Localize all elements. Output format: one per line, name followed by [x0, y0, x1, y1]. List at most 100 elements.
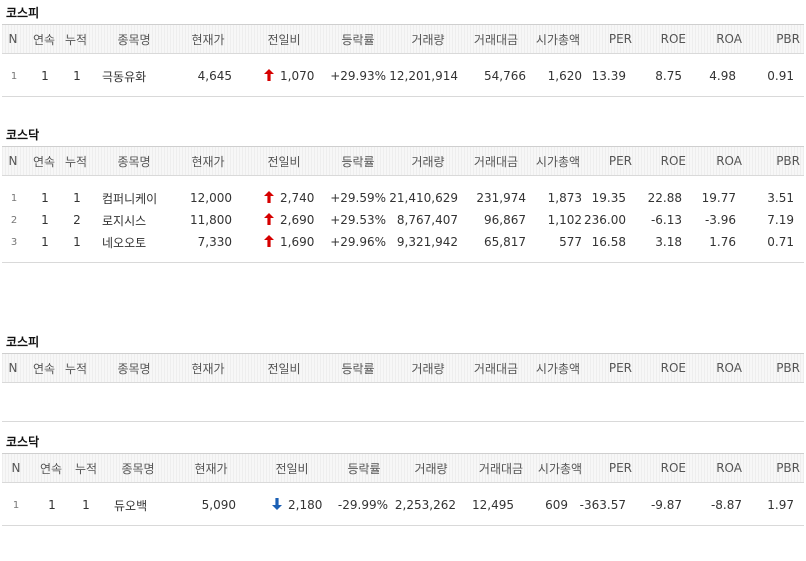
streak-cell: 1 — [41, 69, 49, 83]
streak-cell: 1 — [41, 235, 49, 249]
change-value: 2,740 — [280, 191, 315, 205]
column-header: 등락률 — [341, 32, 375, 47]
cumulative-cell: 1 — [82, 498, 90, 512]
table-row: 1 1 1 컴퍼니케이 12,000 2,740 +29.59% 21,410,629 231,… — [2, 187, 804, 209]
change-rate: +29.93% — [330, 69, 386, 83]
streak-cell: 1 — [41, 213, 49, 227]
roa-cell: 1.76 — [709, 235, 736, 249]
change-rate: +29.53% — [330, 213, 386, 227]
column-header: 누적 — [64, 154, 88, 169]
section-divider — [2, 421, 804, 422]
column-header: PER — [608, 154, 632, 168]
market-cap: 1,620 — [547, 69, 582, 83]
row-number: 1 — [10, 70, 18, 82]
stock-name-link[interactable]: 로지시스 — [102, 213, 147, 228]
column-header: 현재가 — [191, 32, 225, 47]
roe-cell: 3.18 — [655, 235, 682, 249]
column-header: ROE — [660, 361, 686, 375]
market-title: 코스피 — [6, 335, 40, 349]
column-header: 등락률 — [341, 154, 375, 169]
column-header: 종목명 — [121, 461, 155, 476]
cumulative-cell: 1 — [73, 191, 81, 205]
arrow-up-icon — [264, 69, 274, 81]
column-header: 연속 — [32, 32, 56, 47]
cumulative-cell: 1 — [73, 235, 81, 249]
arrow-up-icon — [264, 213, 274, 225]
column-header: ROA — [716, 154, 742, 168]
change-rate: +29.59% — [330, 191, 386, 205]
change-rate: -29.99% — [337, 498, 388, 512]
stock-name-link[interactable]: 극동유화 — [102, 69, 147, 84]
trading-amount: 12,495 — [472, 498, 514, 512]
column-header: 종목명 — [117, 32, 151, 47]
column-header: 전일비 — [267, 361, 301, 376]
roe-cell: -6.13 — [650, 213, 682, 227]
per-cell: 16.58 — [591, 235, 626, 249]
column-header: 등락률 — [347, 461, 381, 476]
cumulative-cell: 1 — [73, 69, 81, 83]
stock-name-link[interactable]: 네오오토 — [102, 235, 147, 250]
current-price: 4,645 — [197, 69, 232, 83]
market-title: 코스닥 — [6, 128, 40, 142]
trading-amount: 54,766 — [484, 69, 526, 83]
volume-cell: 9,321,942 — [396, 235, 458, 249]
column-header: ROE — [660, 154, 686, 168]
column-header: PER — [608, 32, 632, 46]
current-price: 7,330 — [197, 235, 232, 249]
column-header: 거래대금 — [473, 154, 519, 169]
column-header: PER — [608, 361, 632, 375]
column-header: 전일비 — [267, 154, 301, 169]
column-header: 누적 — [74, 461, 98, 476]
table-header: N 연속 누적 종목명 현재가 전일비 등락률 거래량 거래대금 시가총액 PER ROE ROA PBR — [2, 146, 804, 176]
volume-cell: 12,201,914 — [389, 69, 458, 83]
volume-cell: 8,767,407 — [396, 213, 458, 227]
column-header: N — [8, 361, 18, 375]
column-header: 누적 — [64, 32, 88, 47]
pbr-cell: 0.71 — [767, 235, 794, 249]
column-header: PER — [608, 461, 632, 475]
column-header: 연속 — [32, 154, 56, 169]
column-header: ROE — [660, 32, 686, 46]
column-header: PBR — [776, 32, 800, 46]
trading-amount: 65,817 — [484, 235, 526, 249]
pbr-cell: 7.19 — [767, 213, 794, 227]
roe-cell: -9.87 — [650, 498, 682, 512]
column-header: 거래량 — [411, 154, 445, 169]
column-header: 전일비 — [275, 461, 309, 476]
column-header: 종목명 — [117, 154, 151, 169]
column-header: 현재가 — [191, 154, 225, 169]
per-cell: -363.57 — [579, 498, 626, 512]
table-row: 2 1 2 로지시스 11,800 2,690 +29.53% 8,767,407 96,867… — [2, 209, 804, 231]
column-header: 종목명 — [117, 361, 151, 376]
roa-cell: 19.77 — [701, 191, 736, 205]
per-cell: 236.00 — [584, 213, 626, 227]
stock-name-link[interactable]: 컴퍼니케이 — [102, 191, 158, 206]
arrow-down-icon — [272, 498, 282, 510]
section-divider — [2, 262, 804, 263]
roe-cell: 8.75 — [655, 69, 682, 83]
row-number: 1 — [12, 499, 20, 511]
column-header: N — [8, 32, 18, 46]
column-header: 거래대금 — [473, 361, 519, 376]
market-title: 코스피 — [6, 6, 40, 20]
arrow-up-icon — [264, 235, 274, 247]
row-number: 1 — [10, 192, 18, 204]
trading-amount: 231,974 — [476, 191, 526, 205]
trading-amount: 96,867 — [484, 213, 526, 227]
table-row: 3 1 1 네오오토 7,330 1,690 +29.96% 9,321,942 65,817 5… — [2, 231, 804, 253]
column-header: 거래량 — [414, 461, 448, 476]
column-header: ROA — [716, 32, 742, 46]
stock-name-link[interactable]: 듀오백 — [114, 498, 148, 513]
column-header: ROE — [660, 461, 686, 475]
column-header: 현재가 — [191, 361, 225, 376]
column-header: PBR — [776, 461, 800, 475]
column-header: 등락률 — [341, 361, 375, 376]
column-header: PBR — [776, 154, 800, 168]
table-header: N 연속 누적 종목명 현재가 전일비 등락률 거래량 거래대금 시가총액 PER ROE ROA PBR — [2, 453, 804, 483]
change-amount: 2,690 — [264, 209, 324, 231]
market-cap: 1,102 — [547, 213, 582, 227]
change-value: 1,070 — [280, 69, 315, 83]
cumulative-cell: 2 — [73, 213, 81, 227]
table-row: 1 1 1 듀오백 5,090 2,180 -29.99% 2,253,262 12,495 60… — [2, 494, 804, 516]
change-value: 2,180 — [288, 498, 323, 512]
